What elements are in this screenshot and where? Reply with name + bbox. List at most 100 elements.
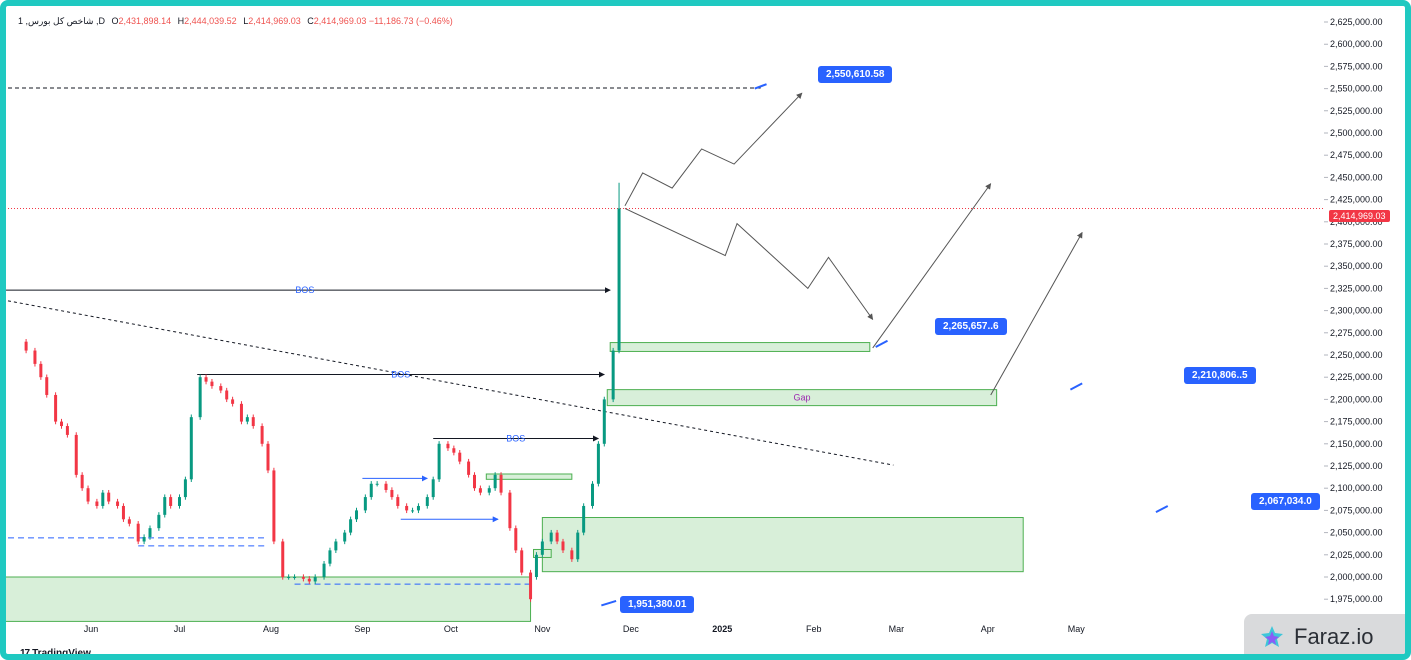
- bullish-projection-path: [624, 92, 803, 207]
- candle-body: [204, 377, 208, 382]
- candle-body: [591, 483, 594, 506]
- candle-body: [458, 452, 462, 462]
- candle-body: [107, 492, 111, 502]
- tradingview-icon: 17: [20, 648, 30, 659]
- target-callout-2210k[interactable]: 2,210,806..5: [1184, 367, 1256, 384]
- tradingview-logo[interactable]: 17 TradingView: [20, 648, 91, 659]
- callout-pointer: [601, 600, 617, 607]
- candle-body: [355, 510, 358, 520]
- candle-body: [163, 497, 167, 515]
- price-tick-label: 2,100,000.00: [1330, 483, 1383, 493]
- candle-body: [446, 443, 450, 449]
- callout-pointer: [1155, 505, 1169, 514]
- candle-body: [473, 474, 476, 489]
- chart-canvas[interactable]: 2,625,000.00 2,600,000.00 2,575,000.00 2,55…: [6, 6, 1405, 654]
- demand-zone-2265k: [609, 342, 871, 352]
- price-tick-label: 2,300,000.00: [1330, 306, 1383, 316]
- candle-body: [178, 497, 181, 506]
- candle-body: [570, 550, 574, 560]
- symbol-name[interactable]: 1 ,شاخص کل بورس ,D: [18, 16, 105, 26]
- time-axis-label: Nov: [534, 624, 551, 634]
- candle-body: [136, 523, 140, 542]
- time-axis-label: Dec: [623, 624, 640, 634]
- time-axis-label: Jul: [174, 624, 186, 634]
- time-axis: Jun Jul Aug Sep Oct Nov Dec 2025 Feb Mar Apr May: [84, 624, 1086, 634]
- price-tick-label: 2,075,000.00: [1330, 505, 1383, 515]
- change-value: −11,186.73 (−0.46%): [368, 16, 453, 26]
- price-axis: 2,625,000.00 2,600,000.00 2,575,000.00 2,55…: [1324, 17, 1383, 604]
- candle-body: [60, 421, 63, 427]
- candle-body: [287, 577, 291, 578]
- open-value: 2,431,898.14: [118, 16, 172, 26]
- high-value: 2,444,039.52: [184, 16, 237, 26]
- gap-zone: [606, 389, 998, 407]
- time-axis-label: Mar: [889, 624, 905, 634]
- low-label: L: [243, 16, 249, 26]
- candle-body: [225, 390, 229, 400]
- recovery-arrow-2: [990, 231, 1083, 396]
- candle-body: [411, 510, 415, 512]
- candle-body: [328, 550, 332, 564]
- candle-body: [582, 505, 586, 533]
- recovery-arrow-1: [872, 183, 992, 349]
- candle-body: [349, 519, 353, 533]
- bos-label: BOS: [391, 370, 410, 380]
- candle-body: [390, 489, 394, 498]
- candle-body: [437, 443, 441, 480]
- candle-body: [239, 403, 243, 422]
- price-tick-label: 2,600,000.00: [1330, 39, 1383, 49]
- brand-name: Faraz.io: [1294, 624, 1374, 649]
- time-axis-label: Aug: [263, 624, 279, 634]
- callout-pointer: [1069, 382, 1083, 391]
- price-tick-label: 2,275,000.00: [1330, 328, 1383, 338]
- candle-body: [219, 386, 223, 391]
- candle-body: [555, 532, 559, 542]
- candle-body: [416, 505, 420, 511]
- callout-pointer: [875, 339, 888, 348]
- candle-body: [74, 434, 78, 475]
- candle-body: [611, 350, 615, 400]
- candle-body: [245, 417, 249, 422]
- bos-label: BOS: [506, 433, 525, 443]
- price-tick-label: 2,325,000.00: [1330, 283, 1383, 293]
- candle-body: [375, 483, 379, 485]
- time-axis-label: May: [1068, 624, 1086, 634]
- candle-body: [86, 488, 90, 502]
- candle-body: [334, 541, 338, 551]
- candle-body: [487, 488, 491, 493]
- candle-body: [95, 501, 99, 506]
- candle-body: [45, 377, 49, 395]
- price-tick-label: 1,975,000.00: [1330, 594, 1383, 604]
- price-tick-label: 2,050,000.00: [1330, 528, 1383, 538]
- candle-body: [425, 497, 429, 506]
- candle-body: [602, 399, 606, 444]
- candle-body: [169, 497, 173, 506]
- time-axis-label: Sep: [354, 624, 370, 634]
- target-callout-1951k[interactable]: 1,951,380.01: [620, 596, 695, 613]
- candle-body: [39, 363, 43, 378]
- close-value: 2,414,969.03: [313, 16, 367, 26]
- candle-body: [198, 377, 202, 418]
- candle-body: [596, 443, 600, 484]
- target-callout-2550k[interactable]: 2,550,610.58: [818, 66, 893, 83]
- candle-body: [142, 537, 146, 542]
- price-tick-label: 2,125,000.00: [1330, 461, 1383, 471]
- candle-body: [431, 479, 435, 498]
- candles: [24, 182, 621, 602]
- candle-body: [116, 501, 120, 506]
- candle-body: [405, 505, 409, 511]
- time-axis-label: 2025: [712, 624, 732, 634]
- target-callout-2067k[interactable]: 2,067,034.0: [1251, 493, 1320, 510]
- price-tick-label: 2,200,000.00: [1330, 394, 1383, 404]
- target-callout-2265k[interactable]: 2,265,657..6: [935, 318, 1007, 335]
- time-axis-label: Feb: [806, 624, 822, 634]
- candle-body: [540, 541, 544, 555]
- close-label: C: [307, 16, 314, 26]
- price-tick-label: 2,425,000.00: [1330, 195, 1383, 205]
- price-tick-label: 2,025,000.00: [1330, 550, 1383, 560]
- bos-label: BOS: [295, 285, 314, 295]
- candle-body: [508, 492, 512, 529]
- candle-body: [343, 532, 347, 542]
- candle-body: [293, 577, 297, 578]
